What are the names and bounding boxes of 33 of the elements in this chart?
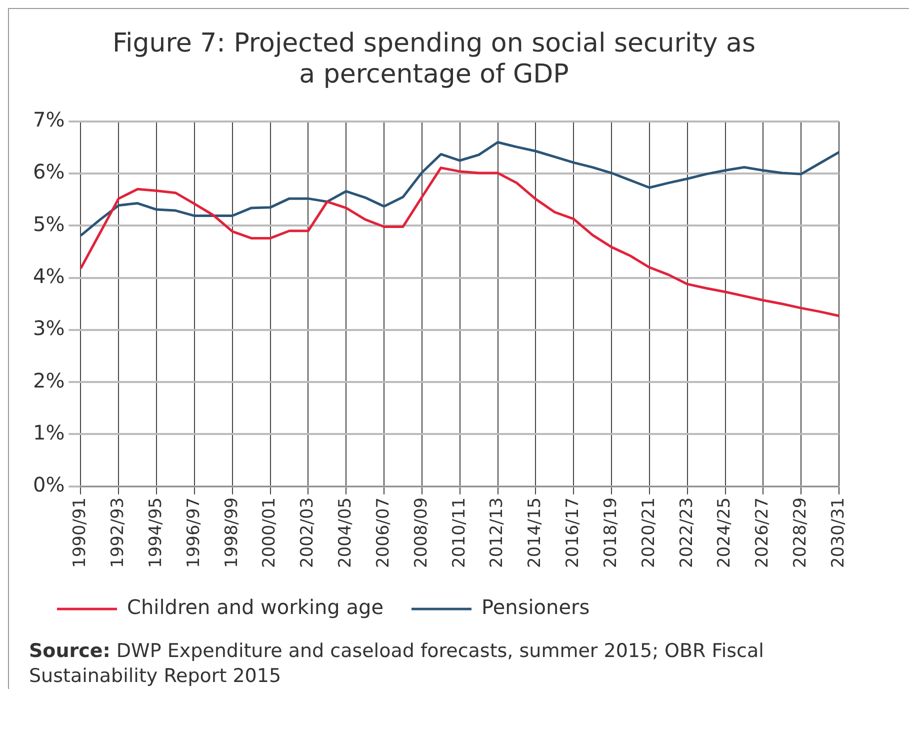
chart-title: Figure 7: Projected spending on social security as a percentage of GDP (112, 28, 756, 90)
x-tick-label: 2012/13 (487, 497, 508, 568)
y-tick-label: 7% (32, 108, 65, 132)
x-tick-label: 2018/19 (600, 497, 621, 568)
y-tick-label: 6% (32, 160, 65, 184)
y-tick-label: 1% (32, 420, 65, 444)
x-tick-label: 1994/95 (146, 497, 166, 568)
x-tick-label: 2022/23 (676, 497, 697, 568)
legend-label: Pensioners (481, 595, 590, 620)
x-tick-label: 1992/93 (108, 497, 128, 568)
x-tick-label: 1996/97 (184, 497, 204, 568)
x-tick-label: 2000/01 (260, 497, 280, 568)
x-tick-label: 2024/25 (714, 497, 735, 568)
x-tick-label: 2020/21 (638, 497, 659, 568)
x-tick-label: 2004/05 (336, 497, 356, 568)
x-tick-label: 2026/27 (752, 497, 773, 568)
legend-label: Children and working age (127, 595, 384, 620)
x-tick-label: 2016/17 (563, 497, 584, 568)
x-tick-label: 2002/03 (298, 497, 318, 568)
x-tick-label: 2008/09 (411, 497, 432, 568)
x-tick-label: 1998/99 (222, 497, 242, 568)
y-tick-label: 0% (32, 472, 65, 497)
x-tick-label: 2006/07 (373, 497, 394, 568)
x-tick-label: 2030/31 (828, 497, 848, 568)
x-tick-label: 2028/29 (790, 497, 811, 568)
y-tick-label: 3% (32, 316, 65, 340)
x-tick-label: 2014/15 (525, 497, 546, 568)
y-tick-label: 4% (32, 264, 65, 288)
x-tick-label: 1990/91 (70, 497, 90, 568)
source-note: Source: DWP Expenditure and caseload forecasts, summer 2015; OBR Fiscal Sustainability Report 2015 (29, 640, 764, 687)
y-tick-label: 5% (32, 212, 65, 236)
x-tick-label: 2010/11 (449, 497, 470, 568)
y-tick-label: 2% (32, 368, 65, 392)
